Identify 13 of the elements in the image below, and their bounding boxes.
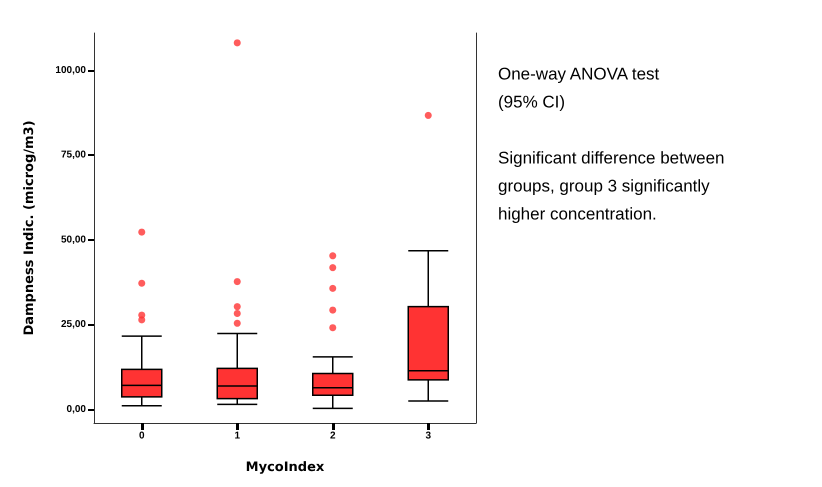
y-tick-label: 50,00 [60,234,86,246]
x-axis-title: MycoIndex [246,460,325,475]
y-axis-title: Dampness Indic. (microg/m3) [22,120,37,336]
y-tick-label: 25,00 [60,319,86,330]
text: One-way ANOVA test (95% CI) [498,64,660,112]
x-tick-label: 0 [138,430,145,442]
y-tick-label: 75,00 [60,150,86,161]
x-tick-label: 1 [234,430,240,442]
text: Significant difference between groups, group 3 significantly higher concentration. [498,148,725,224]
y-tick-label: 100,00 [55,64,86,76]
x-tick-label: 2 [330,430,336,442]
x-tick-label: 3 [425,430,432,442]
y-tick-label: 0,00 [66,404,86,415]
